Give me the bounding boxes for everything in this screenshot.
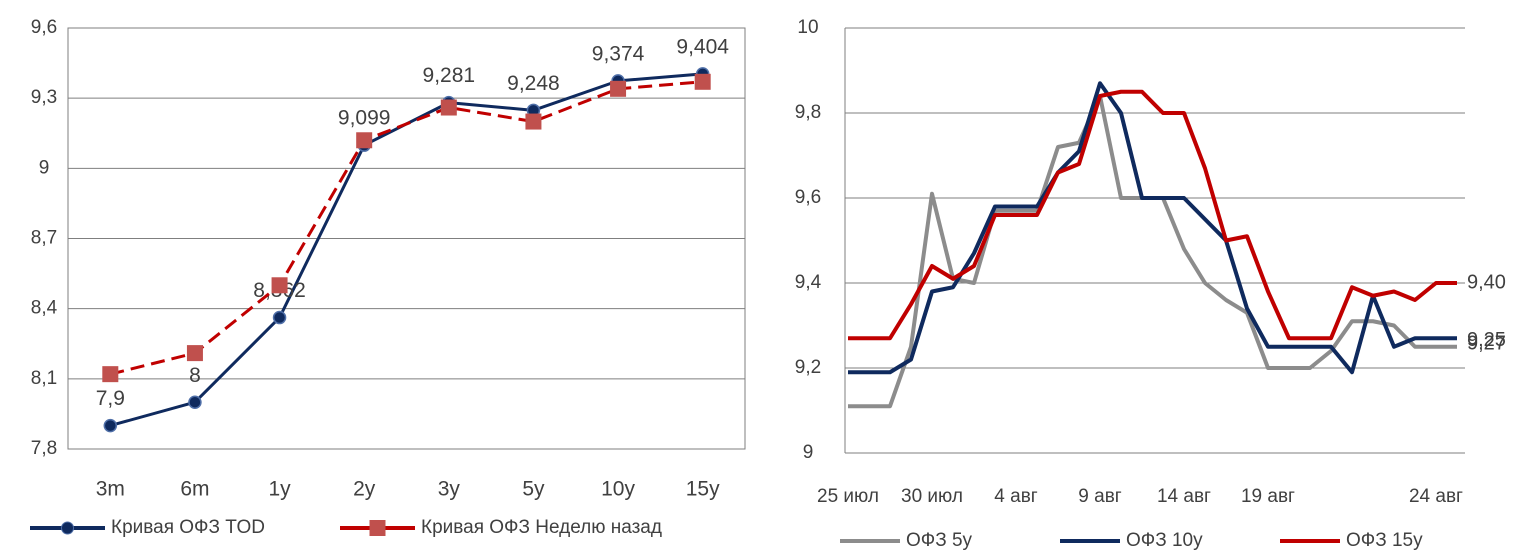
y-tick-label: 9: [803, 442, 814, 463]
x-tick-label: 10y: [601, 478, 635, 501]
point: [525, 113, 542, 130]
x-tick-label: 2y: [353, 478, 376, 501]
y-tick-label: 8,7: [31, 228, 57, 249]
point: [610, 80, 627, 97]
legend-marker: [61, 521, 74, 535]
legend-label: ОФЗ 15y: [1346, 530, 1423, 551]
legend-label: ОФЗ 5y: [906, 530, 973, 551]
point: [103, 418, 118, 433]
x-tick-label: 15y: [686, 478, 720, 501]
y-tick-label: 9: [39, 157, 50, 178]
y-tick-label: 10: [797, 17, 818, 38]
legend-label: Кривая ОФЗ TOD: [111, 517, 265, 538]
data-label: 9,248: [507, 72, 560, 95]
data-label: 9,374: [592, 42, 645, 65]
x-tick-label: 3m: [96, 478, 125, 501]
data-label: 9,27: [1467, 333, 1506, 355]
data-label: 8: [189, 364, 201, 387]
series-line: [109, 80, 703, 376]
y-tick-label: 9,6: [795, 187, 821, 208]
point: [271, 277, 288, 294]
x-tick-label: 19 авг: [1241, 486, 1295, 507]
data-label: 7,9: [96, 387, 125, 410]
x-tick-label: 3y: [438, 478, 461, 501]
series-line: [848, 89, 1457, 341]
data-label: 9,404: [676, 35, 729, 58]
point: [186, 345, 203, 362]
x-tick-label: 14 авг: [1157, 486, 1211, 507]
y-tick-label: 8,4: [31, 298, 58, 319]
y-tick-label: 9,8: [795, 102, 821, 123]
point: [188, 395, 202, 409]
y-tick-label: 9,3: [31, 87, 57, 108]
point: [272, 310, 287, 325]
y-tick-label: 7,8: [31, 438, 57, 459]
series-line: [848, 94, 1457, 409]
data-label: 9,40: [1467, 271, 1506, 293]
x-tick-label: 30 июл: [901, 486, 963, 507]
y-tick-label: 9,4: [795, 272, 822, 293]
legend-marker: [369, 520, 386, 536]
x-tick-label: 5y: [522, 478, 545, 501]
point: [356, 132, 373, 149]
x-tick-label: 4 авг: [994, 486, 1038, 507]
y-tick-label: 9,2: [795, 357, 821, 378]
series-line: [848, 81, 1457, 375]
legend-label: ОФЗ 10y: [1126, 530, 1203, 551]
data-label: 9,281: [423, 64, 476, 87]
x-tick-label: 1y: [268, 478, 291, 501]
y-tick-label: 8,1: [31, 368, 57, 389]
point: [102, 366, 119, 383]
point: [694, 73, 711, 90]
x-tick-label: 9 авг: [1078, 486, 1122, 507]
legend-label: Кривая ОФЗ Неделю назад: [421, 517, 662, 538]
data-label: 9,25: [1467, 329, 1506, 351]
plot-frame: [67, 27, 746, 450]
data-label: 9,099: [338, 107, 391, 130]
y-tick-label: 9,6: [31, 17, 57, 38]
x-tick-label: 25 июл: [817, 486, 879, 507]
point: [440, 99, 457, 116]
x-tick-label: 24 авг: [1409, 486, 1463, 507]
x-tick-label: 6m: [180, 478, 209, 501]
